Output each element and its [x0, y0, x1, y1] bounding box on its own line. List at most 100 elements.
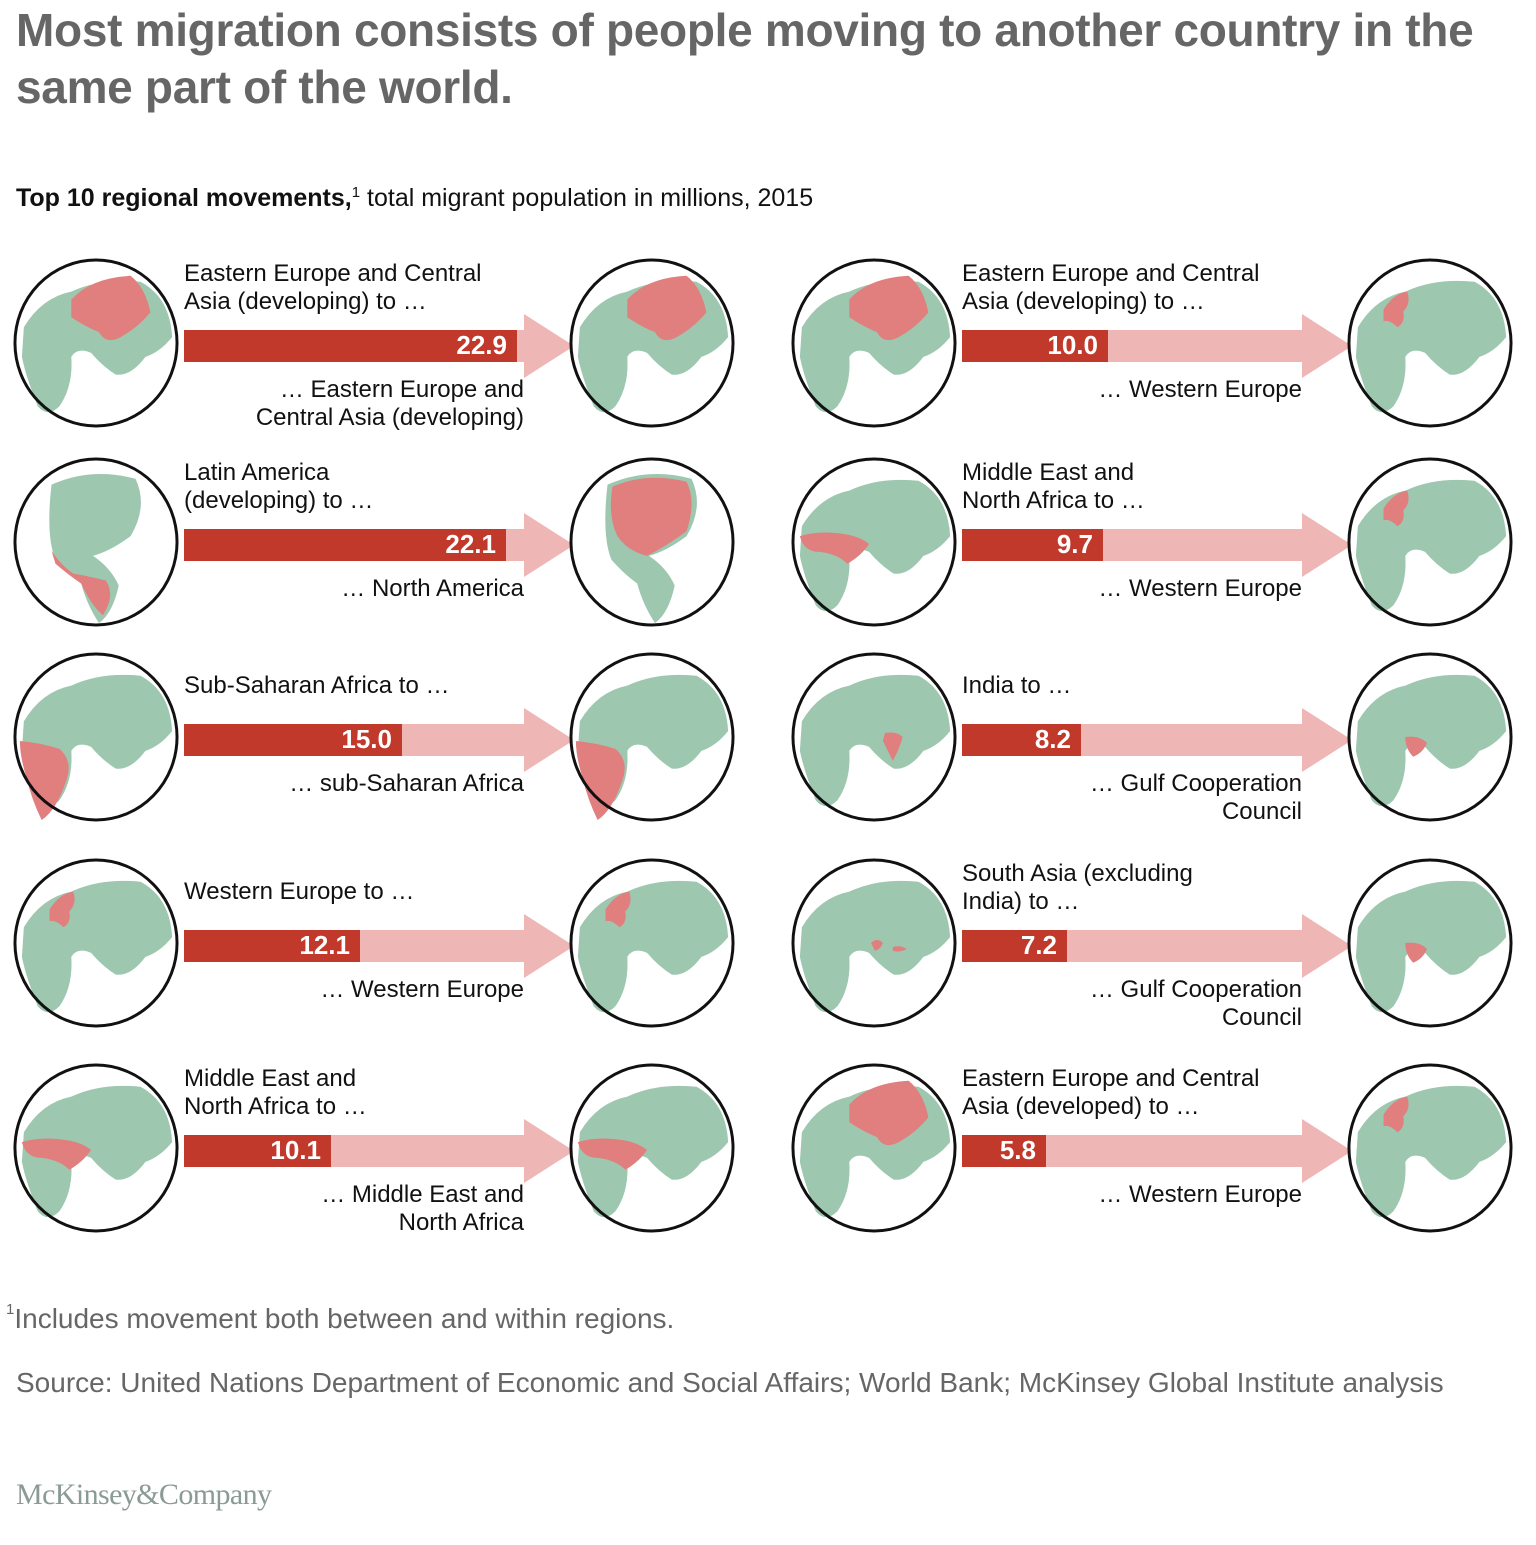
origin-globe: [790, 858, 958, 1028]
value-label: 12.1: [299, 930, 350, 960]
footnote-text: Includes movement both between and withi…: [14, 1303, 675, 1334]
origin-label: India to …: [962, 672, 1072, 699]
value-bar: [962, 529, 1103, 561]
destination-globe: [568, 1063, 736, 1233]
globe-icon: [1347, 1063, 1513, 1233]
origin-label: Eastern Europe and Central Asia (develop…: [962, 260, 1260, 315]
destination-label: … Western Europe: [1098, 1181, 1302, 1208]
value-label: 7.2: [1020, 930, 1057, 960]
destination-label: … Eastern Europe and Central Asia (devel…: [255, 376, 524, 431]
destination-globe: [1346, 1063, 1514, 1233]
origin-label: Middle East and North Africa to …: [962, 459, 1145, 514]
movement-panel: Eastern Europe and Central Asia (develop…: [790, 1063, 1536, 1263]
origin-label: Latin America (developing) to …: [184, 459, 374, 514]
origin-globe: [790, 652, 958, 822]
value-bar: [184, 724, 402, 756]
value-label: 22.1: [445, 529, 496, 559]
origin-globe: [790, 258, 958, 428]
destination-label: … Gulf Cooperation Council: [1089, 976, 1302, 1031]
origin-globe: [790, 457, 958, 627]
movement-panel: Western Europe to … 12.1 … Western Europ…: [12, 858, 772, 1058]
origin-label: Eastern Europe and Central Asia (develop…: [184, 260, 482, 315]
movement-panel: India to … 8.2 … Gulf Cooperation Counci…: [790, 652, 1536, 852]
origin-globe: [12, 652, 180, 822]
destination-globe: [568, 652, 736, 822]
destination-label: … Western Europe: [1098, 376, 1302, 403]
destination-label: … Middle East and North Africa: [321, 1181, 524, 1236]
destination-globe: [568, 457, 736, 627]
movement-panel: Sub-Saharan Africa to … 15.0 … sub-Sahar…: [12, 652, 772, 852]
destination-globe: [1346, 457, 1514, 627]
value-label: 10.0: [1047, 330, 1098, 360]
footnote: 1Includes movement both between and with…: [6, 1301, 675, 1335]
flow-arrow: [184, 513, 574, 577]
destination-globe: [568, 258, 736, 428]
origin-globe: [12, 1063, 180, 1233]
chart-subtitle: Top 10 regional movements,1 total migran…: [16, 184, 813, 213]
globe-icon: [569, 858, 735, 1028]
destination-label: … sub-Saharan Africa: [289, 770, 524, 797]
destination-label: … Western Europe: [1098, 575, 1302, 602]
globe-icon: [569, 1063, 735, 1233]
globe-icon: [791, 858, 957, 1028]
flow-arrow: [962, 314, 1352, 378]
footnote-number: 1: [6, 1301, 15, 1318]
movement-panel: Eastern Europe and Central Asia (develop…: [790, 258, 1536, 458]
footnote-marker: 1: [351, 184, 361, 201]
subtitle-rest: total migrant population in millions, 20…: [360, 184, 814, 212]
value-bar: [184, 330, 517, 362]
movement-panel: Middle East and North Africa to … 10.1 ……: [12, 1063, 772, 1263]
origin-globe: [12, 457, 180, 627]
flow-arrow: [962, 513, 1352, 577]
globe-icon: [569, 258, 735, 428]
origin-label: Western Europe to …: [184, 878, 415, 905]
origin-globe: [12, 858, 180, 1028]
flow-arrow: [184, 914, 574, 978]
value-bar: [962, 1135, 1046, 1167]
value-label: 10.1: [270, 1135, 321, 1165]
globe-icon: [13, 258, 179, 428]
globe-icon: [569, 457, 735, 627]
flow-arrow: [962, 708, 1352, 772]
destination-label: … North America: [341, 575, 524, 602]
origin-globe: [790, 1063, 958, 1233]
source-note: Source: United Nations Department of Eco…: [16, 1367, 1444, 1398]
value-bar: [184, 529, 506, 561]
globe-icon: [13, 1063, 179, 1233]
flow-arrow: [184, 1119, 574, 1183]
value-bar: [184, 1135, 331, 1167]
page-title: Most migration consists of people moving…: [16, 4, 1474, 113]
value-label: 5.8: [999, 1135, 1036, 1165]
origin-globe: [12, 258, 180, 428]
globe-icon: [791, 1063, 957, 1233]
value-bar: [184, 930, 360, 962]
subtitle-bold: Top 10 regional movements,: [16, 184, 352, 212]
destination-label: … Western Europe: [320, 976, 524, 1003]
globe-icon: [791, 258, 957, 428]
movement-panel: Latin America (developing) to … 22.1 … N…: [12, 457, 772, 657]
destination-globe: [1346, 858, 1514, 1028]
destination-globe: [1346, 258, 1514, 428]
origin-label: Eastern Europe and Central Asia (develop…: [962, 1065, 1260, 1120]
globe-icon: [569, 652, 735, 822]
globe-icon: [1347, 258, 1513, 428]
flow-arrow: [184, 708, 574, 772]
globe-icon: [1347, 457, 1513, 627]
value-bar: [962, 724, 1081, 756]
value-label: 8.2: [1034, 724, 1071, 754]
origin-label: South Asia (excluding India) to …: [962, 860, 1193, 915]
origin-label: Sub-Saharan Africa to …: [184, 672, 450, 699]
flow-arrow: [962, 914, 1352, 978]
value-bar: [962, 330, 1108, 362]
destination-label: … Gulf Cooperation Council: [1089, 770, 1302, 825]
globe-icon: [791, 457, 957, 627]
globe-icon: [13, 858, 179, 1028]
globe-icon: [1347, 652, 1513, 822]
value-bar: [962, 930, 1067, 962]
value-label: 9.7: [1056, 529, 1093, 559]
globe-icon: [13, 457, 179, 627]
origin-label: Middle East and North Africa to …: [184, 1065, 367, 1120]
mckinsey-logo: McKinsey&Company: [16, 1478, 272, 1511]
flow-arrow: [962, 1119, 1352, 1183]
globe-icon: [1347, 858, 1513, 1028]
